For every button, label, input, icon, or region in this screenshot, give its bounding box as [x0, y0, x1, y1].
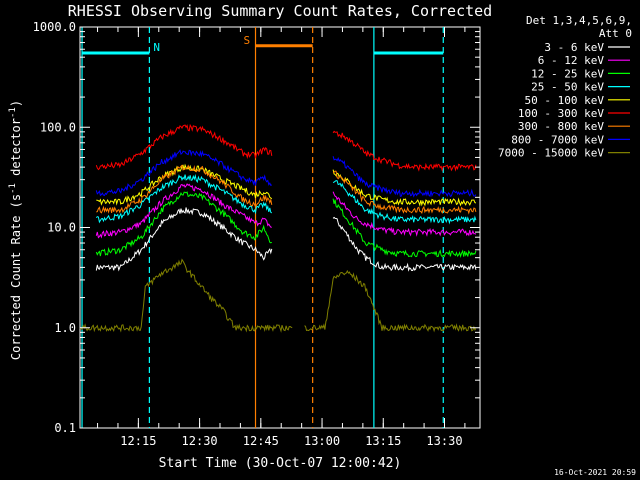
series-line	[332, 170, 477, 215]
y-tick-label: 0.1	[54, 421, 76, 435]
y-axis-label-part: )	[9, 100, 23, 107]
x-axis: 12:15 12:30 12:45 13:00 13:15 13:30	[97, 27, 466, 448]
legend-label: 7000 - 15000 keV	[498, 147, 604, 160]
y-tick-label: 1.0	[54, 321, 76, 335]
y-tick-label: 10.0	[47, 221, 76, 235]
x-tick-label: 12:30	[182, 434, 218, 448]
series-line	[332, 198, 477, 258]
x-axis-label: Start Time (30-Oct-07 12:00:42)	[159, 456, 402, 471]
flag-label: S	[244, 34, 251, 47]
y-axis-label-part: Corrected Count Rate (s	[9, 194, 23, 360]
series-line	[332, 156, 477, 198]
x-tick-label: 13:00	[304, 434, 340, 448]
y-axis: 1000.0 100.0 10.0 1.0 0.1	[33, 20, 480, 435]
plot-border	[79, 26, 481, 429]
series-line	[304, 269, 477, 333]
chart-title: RHESSI Observing Summary Count Rates, Co…	[68, 2, 492, 20]
legend-label: 12 - 25 keV	[531, 67, 604, 80]
y-axis-label-part: -1	[8, 107, 18, 118]
legend-header: Att 0	[599, 27, 632, 40]
series-line	[95, 173, 273, 224]
series-line	[332, 169, 477, 207]
series-lines	[79, 123, 477, 333]
y-axis-label-part: detector	[9, 118, 23, 183]
series-line	[96, 164, 273, 214]
legend-label: 6 - 12 keV	[538, 54, 605, 67]
plot-area	[79, 26, 481, 429]
footer-timestamp: 16-Oct-2021 20:59	[554, 468, 636, 477]
legend-label: 300 - 800 keV	[518, 120, 604, 133]
x-tick-label: 12:45	[243, 434, 279, 448]
x-tick-label: 12:15	[120, 434, 156, 448]
legend-label: 25 - 50 keV	[531, 81, 604, 94]
x-tick-label: 13:30	[426, 434, 462, 448]
y-axis-label-part: -1	[8, 183, 18, 194]
flag-label: N	[153, 41, 160, 54]
series-line	[95, 149, 272, 197]
series-line	[332, 191, 477, 237]
y-tick-label: 100.0	[40, 120, 76, 134]
y-axis-label: Corrected Count Rate (s-1 detector-1)	[8, 100, 23, 360]
legend-label: 50 - 100 keV	[525, 94, 605, 107]
legend-label: 800 - 7000 keV	[511, 133, 604, 146]
series-line	[96, 163, 273, 206]
flag-bars: NS	[82, 34, 444, 55]
series-line	[95, 191, 273, 257]
series-line	[95, 123, 273, 171]
series-line	[95, 207, 273, 272]
legend-label: 100 - 300 keV	[518, 107, 604, 120]
series-line	[332, 216, 477, 272]
series-line	[95, 183, 272, 239]
legend-header: Det 1,3,4,5,6,9,	[526, 14, 632, 27]
series-line	[332, 180, 477, 225]
x-tick-label: 13:15	[365, 434, 401, 448]
series-line	[79, 258, 293, 333]
y-tick-label: 1000.0	[33, 20, 76, 34]
legend-label: 3 - 6 keV	[544, 41, 604, 54]
series-line	[332, 130, 477, 173]
